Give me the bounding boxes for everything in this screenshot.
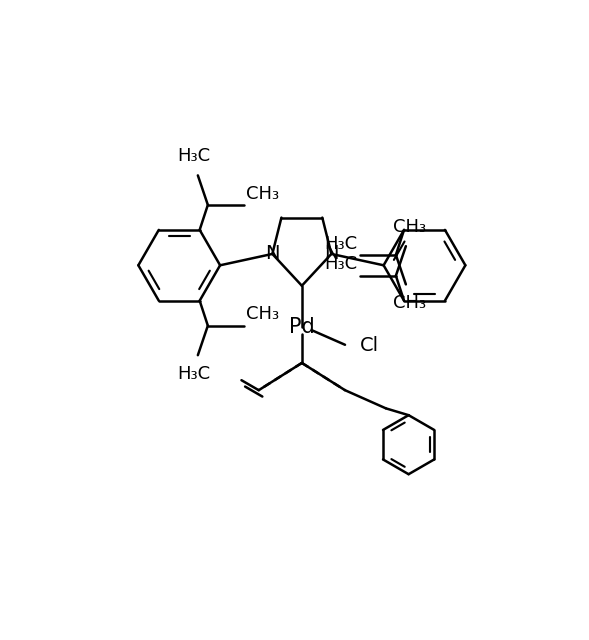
Text: H₃C: H₃C xyxy=(178,147,211,165)
Text: H₃C: H₃C xyxy=(324,235,358,253)
Text: Cl: Cl xyxy=(360,336,379,355)
Text: N: N xyxy=(265,244,280,264)
Text: Pd: Pd xyxy=(289,317,315,337)
Text: H₃C: H₃C xyxy=(324,255,358,273)
Text: CH₃: CH₃ xyxy=(393,218,426,236)
Text: CH₃: CH₃ xyxy=(246,184,280,203)
Text: N: N xyxy=(324,244,339,264)
Text: H₃C: H₃C xyxy=(178,365,211,383)
Text: CH₃: CH₃ xyxy=(393,294,426,312)
Text: CH₃: CH₃ xyxy=(246,305,280,323)
